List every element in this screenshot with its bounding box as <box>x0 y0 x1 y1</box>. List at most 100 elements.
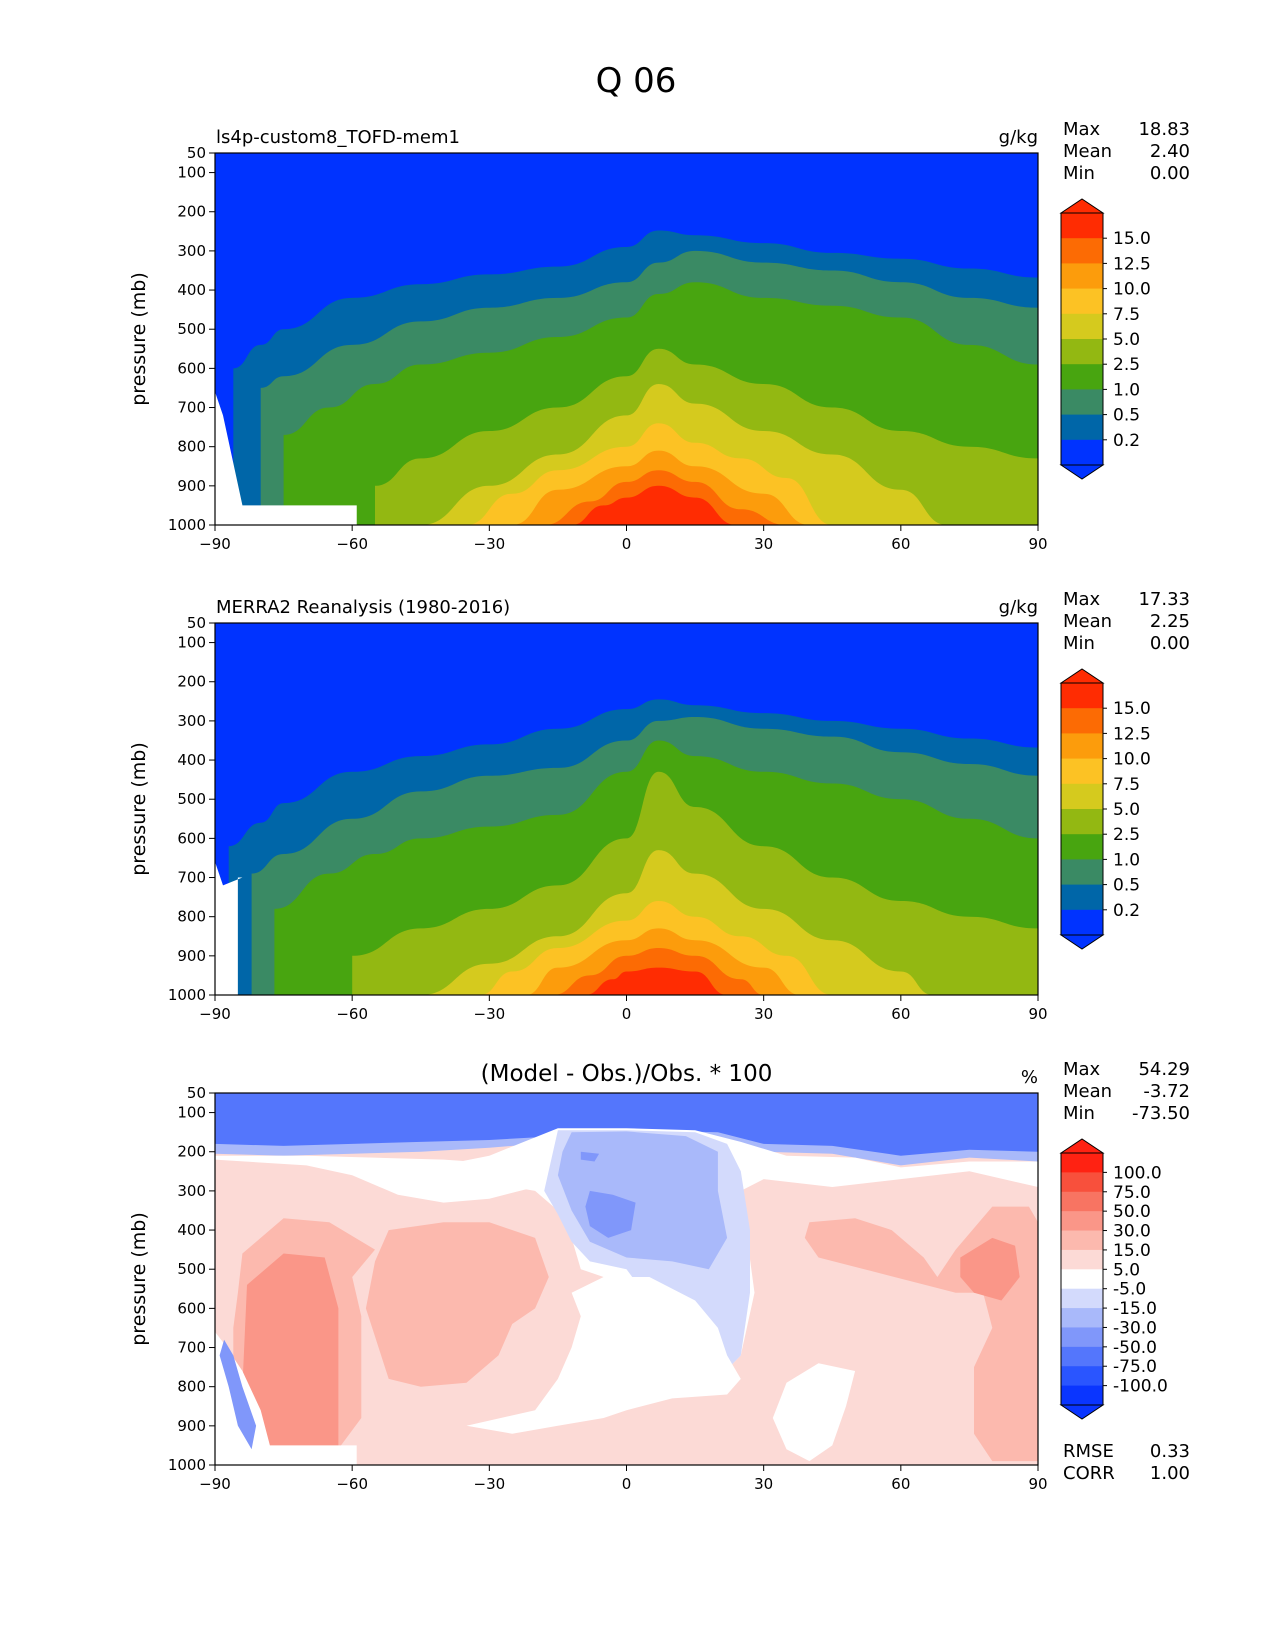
colorbar-swatch <box>1061 733 1103 760</box>
colorbar-label: 12.5 <box>1113 724 1151 744</box>
stat-label: Min <box>1063 163 1095 184</box>
y-tick-label: 600 <box>177 359 206 377</box>
panel-title: (Model - Obs.)/Obs. * 100 <box>481 1061 773 1087</box>
y-tick-label: 500 <box>177 320 206 338</box>
y-tick-label: 400 <box>177 1221 206 1239</box>
y-tick-label: 300 <box>177 1182 206 1200</box>
colorbar-label: 15.0 <box>1113 1241 1151 1261</box>
colorbar-label: 0.2 <box>1113 431 1140 451</box>
y-tick-label: 100 <box>177 164 206 182</box>
contour-fills <box>215 623 1038 995</box>
contour-fill-positive-30 <box>365 1222 549 1387</box>
x-tick-label: −60 <box>336 535 368 553</box>
metric-value: 0.33 <box>1150 1441 1190 1462</box>
contour-fill-negative-30 <box>219 1339 257 1450</box>
colorbar-label: -30.0 <box>1113 1318 1157 1338</box>
y-tick-label: 500 <box>177 790 206 808</box>
units-label: g/kg <box>999 127 1038 148</box>
contour-fill-negative-30 <box>585 1190 636 1238</box>
x-tick-label: 30 <box>754 1475 773 1493</box>
obs-panel: −90 −60 −30 0 30 60 90 50 100 200 300 400 500 600 700 8… <box>128 589 1190 1023</box>
contour-fills <box>215 153 1038 525</box>
x-tick-label: 30 <box>754 1005 773 1023</box>
stat-value: -73.50 <box>1132 1103 1190 1124</box>
colorbar-swatch <box>1061 758 1103 785</box>
stat-label: Min <box>1063 633 1095 654</box>
y-axis-label: pressure (mb) <box>128 1212 150 1346</box>
units-label: g/kg <box>999 597 1038 618</box>
colorbar-swatch <box>1061 884 1103 911</box>
colorbar-label: -50.0 <box>1113 1338 1157 1358</box>
colorbar-label: 10.0 <box>1113 280 1151 300</box>
colorbar-label: 30.0 <box>1113 1222 1151 1242</box>
contour-fill-positive-50 <box>960 1237 1020 1301</box>
stat-label: Max <box>1063 1059 1101 1080</box>
y-tick-label: 200 <box>177 1143 206 1161</box>
x-tick-label: −30 <box>474 1475 506 1493</box>
stat-value: 0.00 <box>1150 163 1190 184</box>
colorbar-swatch <box>1061 783 1103 810</box>
colorbar-swatch <box>1061 364 1103 390</box>
colorbar-label: 0.5 <box>1113 406 1140 426</box>
x-tick-label: −60 <box>336 1475 368 1493</box>
x-tick-label: 60 <box>891 1475 910 1493</box>
colorbar-swatch <box>1061 834 1103 860</box>
x-tick-label: 60 <box>891 535 910 553</box>
colorbar-extend-max <box>1059 668 1105 684</box>
y-axis-label: pressure (mb) <box>128 272 150 406</box>
contour-fill-negative-15 <box>557 1131 728 1270</box>
colorbar-label: -100.0 <box>1113 1377 1168 1397</box>
colorbar-swatch <box>1061 909 1103 936</box>
colorbar-label: 75.0 <box>1113 1183 1151 1203</box>
stat-label: Mean <box>1063 1081 1112 1102</box>
colorbar-swatch <box>1061 1288 1103 1309</box>
colorbar-swatch <box>1061 439 1103 466</box>
stat-value: 0.00 <box>1150 633 1190 654</box>
colorbar-swatch <box>1061 1346 1103 1367</box>
colorbar-label: 10.0 <box>1113 750 1151 770</box>
colorbar-swatch <box>1061 859 1103 886</box>
x-tick-label: −90 <box>199 535 231 553</box>
colorbar-swatch <box>1061 263 1103 290</box>
y-tick-label: 400 <box>177 281 206 299</box>
y-tick-label: 50 <box>187 614 206 632</box>
x-tick-label: 0 <box>622 1005 632 1023</box>
colorbar-swatch <box>1061 288 1103 315</box>
y-tick-label: 500 <box>177 1260 206 1278</box>
x-tick-label: −60 <box>336 1005 368 1023</box>
stat-value: 2.25 <box>1150 611 1190 632</box>
y-axis-label: pressure (mb) <box>128 742 150 876</box>
colorbar-extend-max <box>1059 1138 1105 1154</box>
model-panel: −90 −60 −30 0 30 60 90 50 100 200 300 400 500 600 700 8… <box>128 119 1190 553</box>
metric-label: CORR <box>1063 1463 1115 1484</box>
y-tick-label: 300 <box>177 712 206 730</box>
y-tick-label: 1000 <box>168 986 206 1004</box>
x-tick-label: −90 <box>199 1005 231 1023</box>
y-tick-label: 200 <box>177 203 206 221</box>
colorbar-swatch <box>1061 1153 1103 1173</box>
y-tick-label: 600 <box>177 1299 206 1317</box>
y-tick-label: 900 <box>177 477 206 495</box>
stat-value: -3.72 <box>1143 1081 1190 1102</box>
colorbar-swatch <box>1061 1211 1103 1232</box>
stat-label: Min <box>1063 1103 1095 1124</box>
colorbar-label: -15.0 <box>1113 1299 1157 1319</box>
colorbar-label: 1.0 <box>1113 850 1140 870</box>
colorbar-swatch <box>1061 313 1103 340</box>
colorbar-swatch <box>1061 809 1103 835</box>
stat-label: Max <box>1063 119 1101 140</box>
colorbar-swatch <box>1061 1327 1103 1348</box>
y-tick-label: 100 <box>177 634 206 652</box>
colorbar-swatch <box>1061 1308 1103 1328</box>
colorbar-label: 15.0 <box>1113 229 1151 249</box>
y-tick-label: 700 <box>177 1339 206 1357</box>
y-tick-label: 400 <box>177 751 206 769</box>
y-tick-label: 50 <box>187 1084 206 1102</box>
colorbar-label: -5.0 <box>1113 1280 1146 1300</box>
colorbar-label: 2.5 <box>1113 355 1140 375</box>
colorbar-swatch <box>1061 1366 1103 1387</box>
units-label: % <box>1021 1067 1038 1088</box>
stat-value: 2.40 <box>1150 141 1190 162</box>
x-tick-label: −90 <box>199 1475 231 1493</box>
stat-label: Mean <box>1063 611 1112 632</box>
